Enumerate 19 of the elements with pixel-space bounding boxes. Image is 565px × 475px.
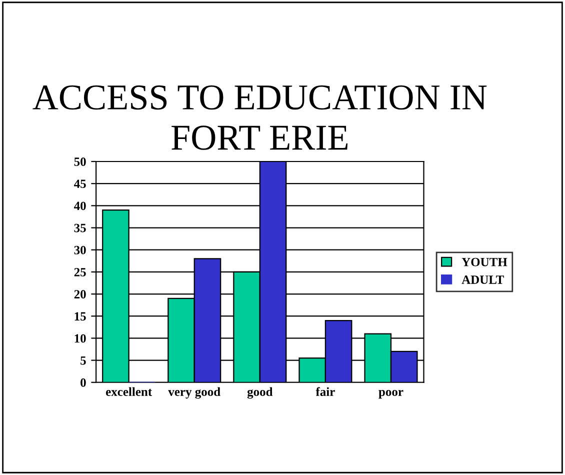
y-tick-label: 10 [74,334,86,343]
x-tick-label: excellent [106,387,152,396]
y-tick-label: 0 [80,378,86,387]
x-tick-label: very good [168,387,220,399]
legend-label: YOUTH [462,258,508,266]
y-tick-label: 45 [74,180,86,188]
y-tick-label: 15 [74,312,86,321]
x-tick-label: fair [316,387,335,396]
legend-label: ADULT [462,276,504,284]
y-tick-label: 25 [74,268,86,276]
y-tick-label: 50 [74,158,86,166]
x-tick-label: poor [378,390,404,399]
y-tick-label: 40 [74,202,86,210]
x-tick-label: good [247,387,273,399]
chart-title: ACCESS TO EDUCATION IN FORT ERIE [32,85,487,150]
y-tick-label: 5 [80,356,86,365]
y-tick-label: 35 [74,224,86,232]
y-tick-label: 20 [74,290,86,298]
y-tick-label: 30 [74,246,86,254]
